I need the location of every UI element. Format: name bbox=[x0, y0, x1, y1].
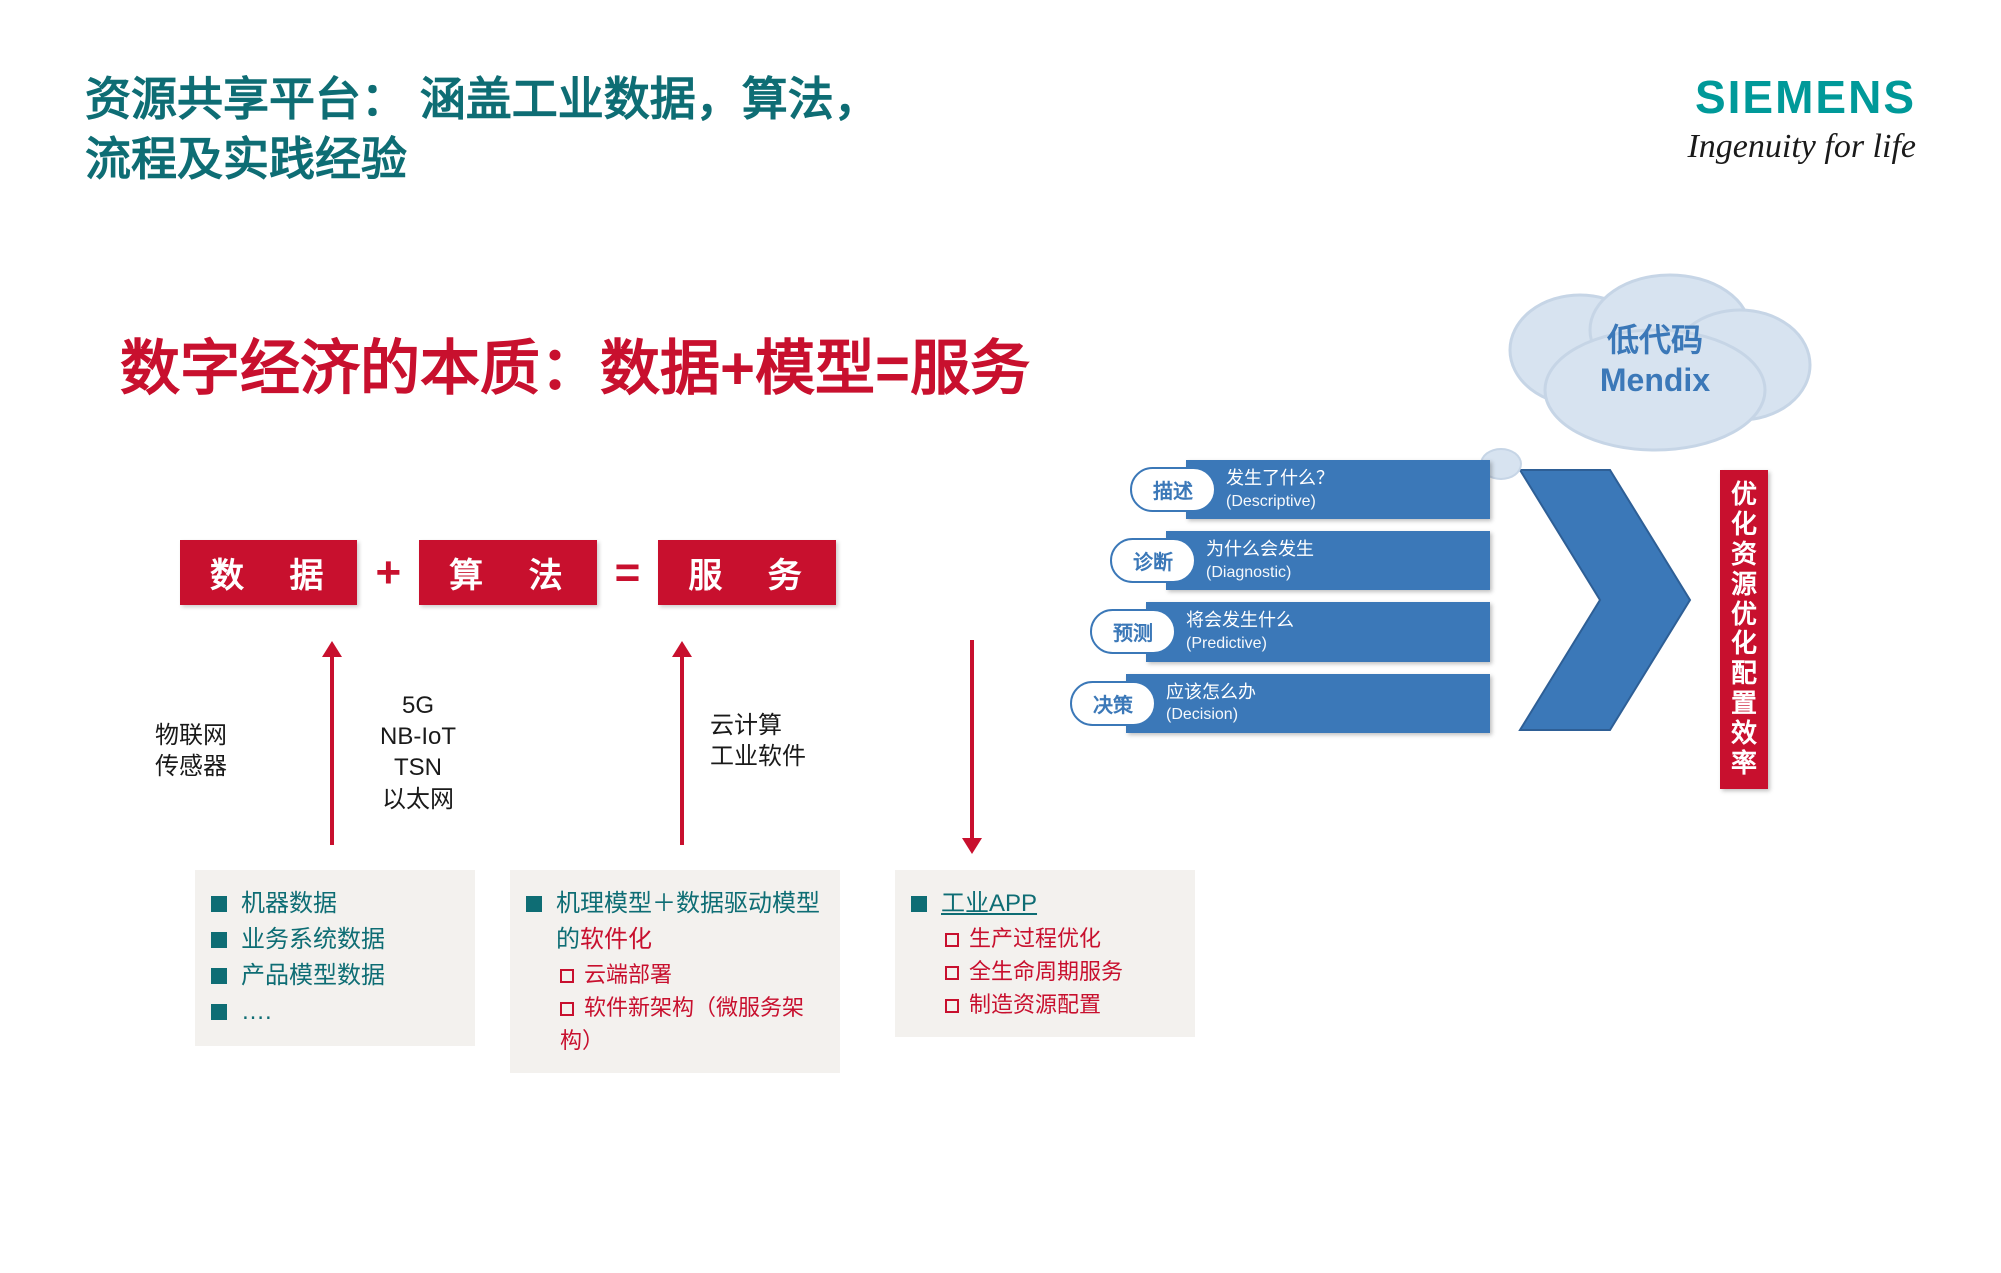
detail-box-service: 工业APP 生产过程优化 全生命周期服务 制造资源配置 bbox=[895, 870, 1195, 1037]
list-item: 软件新架构（微服务架构） bbox=[560, 991, 820, 1057]
list-item: 云端部署 bbox=[560, 958, 820, 991]
cloud-text: 低代码 Mendix bbox=[1490, 320, 1820, 400]
bullet-icon bbox=[945, 999, 959, 1013]
ladder-rung-diagnostic: 诊断 为什么会发生 (Diagnostic) bbox=[1110, 531, 1490, 590]
slide-title: 资源共享平台： 涵盖工业数据，算法， 流程及实践经验 bbox=[85, 70, 985, 190]
bullet-icon bbox=[911, 896, 927, 912]
ladder-rung-predictive: 预测 将会发生什么 (Predictive) bbox=[1090, 602, 1490, 661]
ladder-rung-decision: 决策 应该怎么办 (Decision) bbox=[1070, 674, 1490, 733]
bullet-icon bbox=[211, 932, 227, 948]
brand-logo: SIEMENS Ingenuity for life bbox=[1687, 70, 1916, 166]
bullet-icon bbox=[945, 933, 959, 947]
up-arrow-icon bbox=[680, 655, 684, 845]
list-item: …. bbox=[211, 994, 455, 1030]
eq-op-eq: = bbox=[615, 548, 641, 598]
brand-name: SIEMENS bbox=[1687, 70, 1916, 124]
eq-term-data: 数 据 bbox=[180, 540, 357, 605]
label-iot-sensors: 物联网 传感器 bbox=[155, 720, 227, 782]
rung-tag: 诊断 bbox=[1110, 538, 1196, 583]
chevron-arrow-icon bbox=[1510, 460, 1700, 740]
list-item: 产品模型数据 bbox=[211, 958, 455, 994]
eq-term-algo: 算 法 bbox=[419, 540, 596, 605]
bullet-icon bbox=[211, 1004, 227, 1020]
detail-box-algo: 机理模型＋数据驱动模型的软件化 云端部署 软件新架构（微服务架构） bbox=[510, 870, 840, 1073]
title-line-1: 资源共享平台： 涵盖工业数据，算法， bbox=[85, 70, 985, 130]
headline: 数字经济的本质：数据+模型=服务 bbox=[120, 320, 1030, 407]
rung-bar: 应该怎么办 (Decision) bbox=[1126, 674, 1490, 733]
bullet-icon bbox=[560, 969, 574, 983]
down-arrow-icon bbox=[970, 640, 974, 840]
equation-row: 数 据 + 算 法 = 服 务 bbox=[180, 540, 836, 605]
bullet-icon bbox=[211, 968, 227, 984]
label-cloud-software: 云计算 工业软件 bbox=[710, 710, 806, 772]
outcome-vertical-label: 优化资源优化配置效率 bbox=[1720, 470, 1768, 789]
list-item: 业务系统数据 bbox=[211, 922, 455, 958]
bullet-icon bbox=[560, 1002, 574, 1016]
rung-tag: 预测 bbox=[1090, 609, 1176, 654]
bullet-icon bbox=[526, 896, 542, 912]
list-item: 工业APP bbox=[911, 886, 1175, 922]
list-item: 机理模型＋数据驱动模型的软件化 bbox=[526, 886, 820, 958]
eq-term-service: 服 务 bbox=[658, 540, 835, 605]
detail-box-data: 机器数据 业务系统数据 产品模型数据 …. bbox=[195, 870, 475, 1046]
brand-tagline: Ingenuity for life bbox=[1687, 128, 1916, 166]
rung-tag: 描述 bbox=[1130, 467, 1216, 512]
title-line-2: 流程及实践经验 bbox=[85, 130, 985, 190]
up-arrow-icon bbox=[330, 655, 334, 845]
cloud-callout: 低代码 Mendix bbox=[1490, 270, 1820, 460]
list-item: 机器数据 bbox=[211, 886, 455, 922]
rung-bar: 将会发生什么 (Predictive) bbox=[1146, 602, 1490, 661]
rung-bar: 为什么会发生 (Diagnostic) bbox=[1166, 531, 1490, 590]
bullet-icon bbox=[211, 896, 227, 912]
list-item: 全生命周期服务 bbox=[945, 955, 1175, 988]
label-network-tech: 5G NB-IoT TSN 以太网 bbox=[380, 690, 456, 815]
list-item: 生产过程优化 bbox=[945, 922, 1175, 955]
ladder-rung-descriptive: 描述 发生了什么？ (Descriptive) bbox=[1130, 460, 1490, 519]
rung-bar: 发生了什么？ (Descriptive) bbox=[1186, 460, 1490, 519]
rung-tag: 决策 bbox=[1070, 681, 1156, 726]
eq-op-plus: + bbox=[375, 548, 401, 598]
bullet-icon bbox=[945, 966, 959, 980]
analytics-ladder: 描述 发生了什么？ (Descriptive) 诊断 为什么会发生 (Diagn… bbox=[1070, 460, 1490, 745]
list-item: 制造资源配置 bbox=[945, 988, 1175, 1021]
